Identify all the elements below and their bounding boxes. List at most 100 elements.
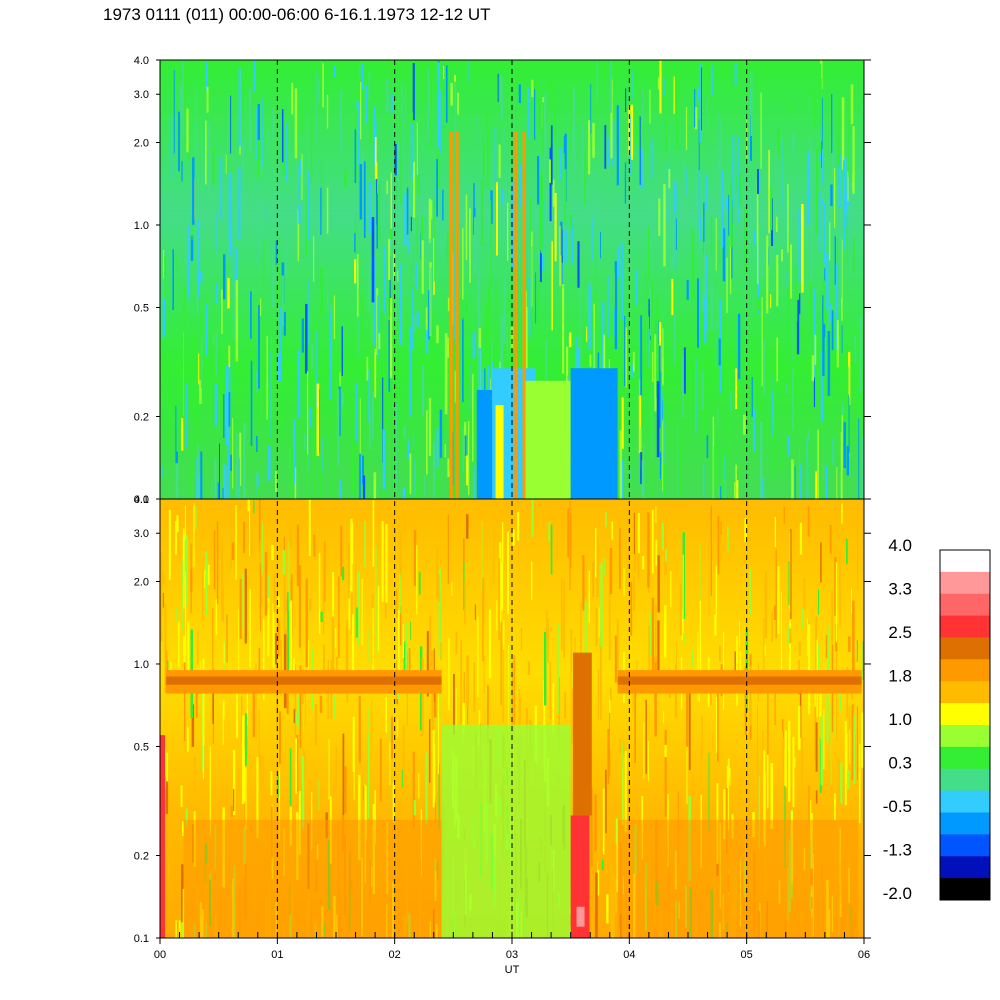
- lower-texture-mark: [466, 514, 469, 539]
- lower-texture-mark: [259, 755, 262, 797]
- lower-texture-mark: [180, 908, 183, 938]
- lower-texture-mark: [182, 807, 185, 820]
- lower-texture-mark: [425, 558, 427, 571]
- upper-texture-mark: [223, 394, 225, 438]
- lower-texture-mark: [681, 609, 683, 641]
- lower-texture-mark: [258, 647, 261, 685]
- lower-texture-mark: [594, 794, 597, 851]
- lower-texture-mark: [289, 524, 293, 548]
- upper-texture-mark: [718, 338, 721, 366]
- upper-texture-mark: [342, 392, 345, 407]
- upper-texture-mark: [838, 335, 840, 353]
- upper-texture-mark: [275, 471, 277, 492]
- lower-texture-mark: [651, 509, 654, 574]
- lower-texture-mark: [518, 689, 520, 751]
- lower-texture-mark: [482, 578, 484, 661]
- lower-texture-mark: [323, 644, 326, 687]
- upper-texture-mark: [228, 345, 231, 367]
- upper-texture-mark: [734, 63, 737, 85]
- upper-texture-mark: [642, 173, 645, 202]
- upper-texture-mark: [549, 159, 552, 183]
- upper-texture-mark: [313, 235, 315, 282]
- upper-texture-mark: [791, 459, 794, 499]
- lower-texture-mark: [309, 598, 312, 611]
- lower-texture-mark: [784, 730, 787, 788]
- upper-texture-mark: [232, 288, 235, 340]
- lower-texture-mark: [686, 672, 689, 747]
- upper-texture-mark: [326, 187, 329, 234]
- upper-texture-mark: [197, 444, 199, 499]
- upper-texture-mark: [191, 216, 193, 240]
- upper-texture-mark: [659, 60, 662, 114]
- upper-texture-mark: [285, 218, 287, 274]
- upper-texture-mark: [649, 284, 652, 336]
- upper-texture-mark: [440, 91, 441, 155]
- lower-texture-mark: [332, 571, 335, 638]
- lower-texture-mark: [259, 540, 261, 619]
- lower-band: [617, 676, 862, 685]
- upper-panel-stripes: [161, 60, 865, 499]
- lower-texture-mark: [275, 633, 278, 665]
- lower-texture-mark: [679, 583, 682, 636]
- upper-texture-mark: [466, 455, 469, 486]
- lower-texture-mark: [294, 603, 296, 628]
- upper-texture-mark: [588, 120, 591, 175]
- lower-texture-mark: [588, 571, 590, 623]
- upper-texture-mark: [838, 153, 841, 208]
- upper-texture-mark: [476, 120, 478, 145]
- lower-texture-mark: [405, 622, 408, 674]
- upper-texture-mark: [540, 239, 542, 282]
- upper-texture-mark: [465, 293, 468, 333]
- lower-texture-mark: [205, 551, 208, 615]
- upper-texture-mark: [781, 249, 783, 262]
- upper-texture-mark: [198, 476, 201, 499]
- lower-texture-mark: [212, 608, 214, 689]
- upper-texture-mark: [414, 315, 416, 332]
- lower-texture-mark: [231, 542, 235, 560]
- lower-texture-mark: [500, 562, 504, 611]
- upper-texture-mark: [734, 482, 736, 499]
- upper-texture-mark: [476, 183, 479, 267]
- upper-texture-mark: [203, 191, 205, 239]
- upper-texture-mark: [394, 194, 396, 209]
- lower-texture-mark: [764, 645, 766, 656]
- lower-texture-mark: [502, 643, 504, 723]
- lower-texture-mark: [375, 565, 377, 654]
- lower-texture-mark: [763, 750, 766, 838]
- upper-texture-mark: [446, 231, 449, 262]
- upper-texture-mark: [242, 81, 245, 110]
- upper-texture-mark: [668, 169, 671, 189]
- upper-texture-mark: [552, 179, 555, 207]
- lower-texture-mark: [792, 736, 795, 808]
- lower-texture-mark: [290, 600, 293, 644]
- upper-texture-mark: [406, 187, 409, 235]
- upper-texture-mark: [225, 154, 227, 174]
- upper-texture-mark: [809, 139, 812, 220]
- lower-texture-mark: [350, 593, 353, 635]
- lower-texture-mark: [375, 545, 377, 569]
- upper-texture-mark: [394, 428, 396, 496]
- upper-texture-mark: [234, 247, 238, 284]
- colorbar-label: 2.5: [888, 623, 912, 642]
- lower-texture-mark: [808, 624, 811, 715]
- lower-texture-mark: [184, 533, 186, 583]
- upper-texture-mark: [834, 168, 836, 228]
- upper-texture-mark: [725, 198, 728, 210]
- upper-texture-mark: [294, 467, 297, 499]
- lower-texture-mark: [815, 722, 818, 772]
- upper-texture-mark: [421, 240, 424, 294]
- upper-texture-mark: [241, 141, 245, 223]
- lower-texture-mark: [243, 521, 246, 553]
- lower-texture-mark: [716, 697, 718, 753]
- lower-texture-mark: [460, 639, 463, 724]
- lower-texture-mark: [720, 521, 722, 535]
- upper-texture-mark: [843, 422, 846, 469]
- lower-texture-mark: [623, 742, 625, 755]
- colorbar: 4.0 3.3 2.5 1.8 1.0 0.3 -0.5 -1.3 -2.0: [883, 536, 991, 903]
- upper-texture-mark: [654, 175, 656, 248]
- lower-texture-mark: [488, 609, 492, 678]
- upper-texture-mark: [400, 378, 401, 446]
- upper-texture-mark: [389, 256, 391, 317]
- upper-texture-mark: [427, 67, 430, 142]
- upper-texture-mark: [266, 126, 269, 156]
